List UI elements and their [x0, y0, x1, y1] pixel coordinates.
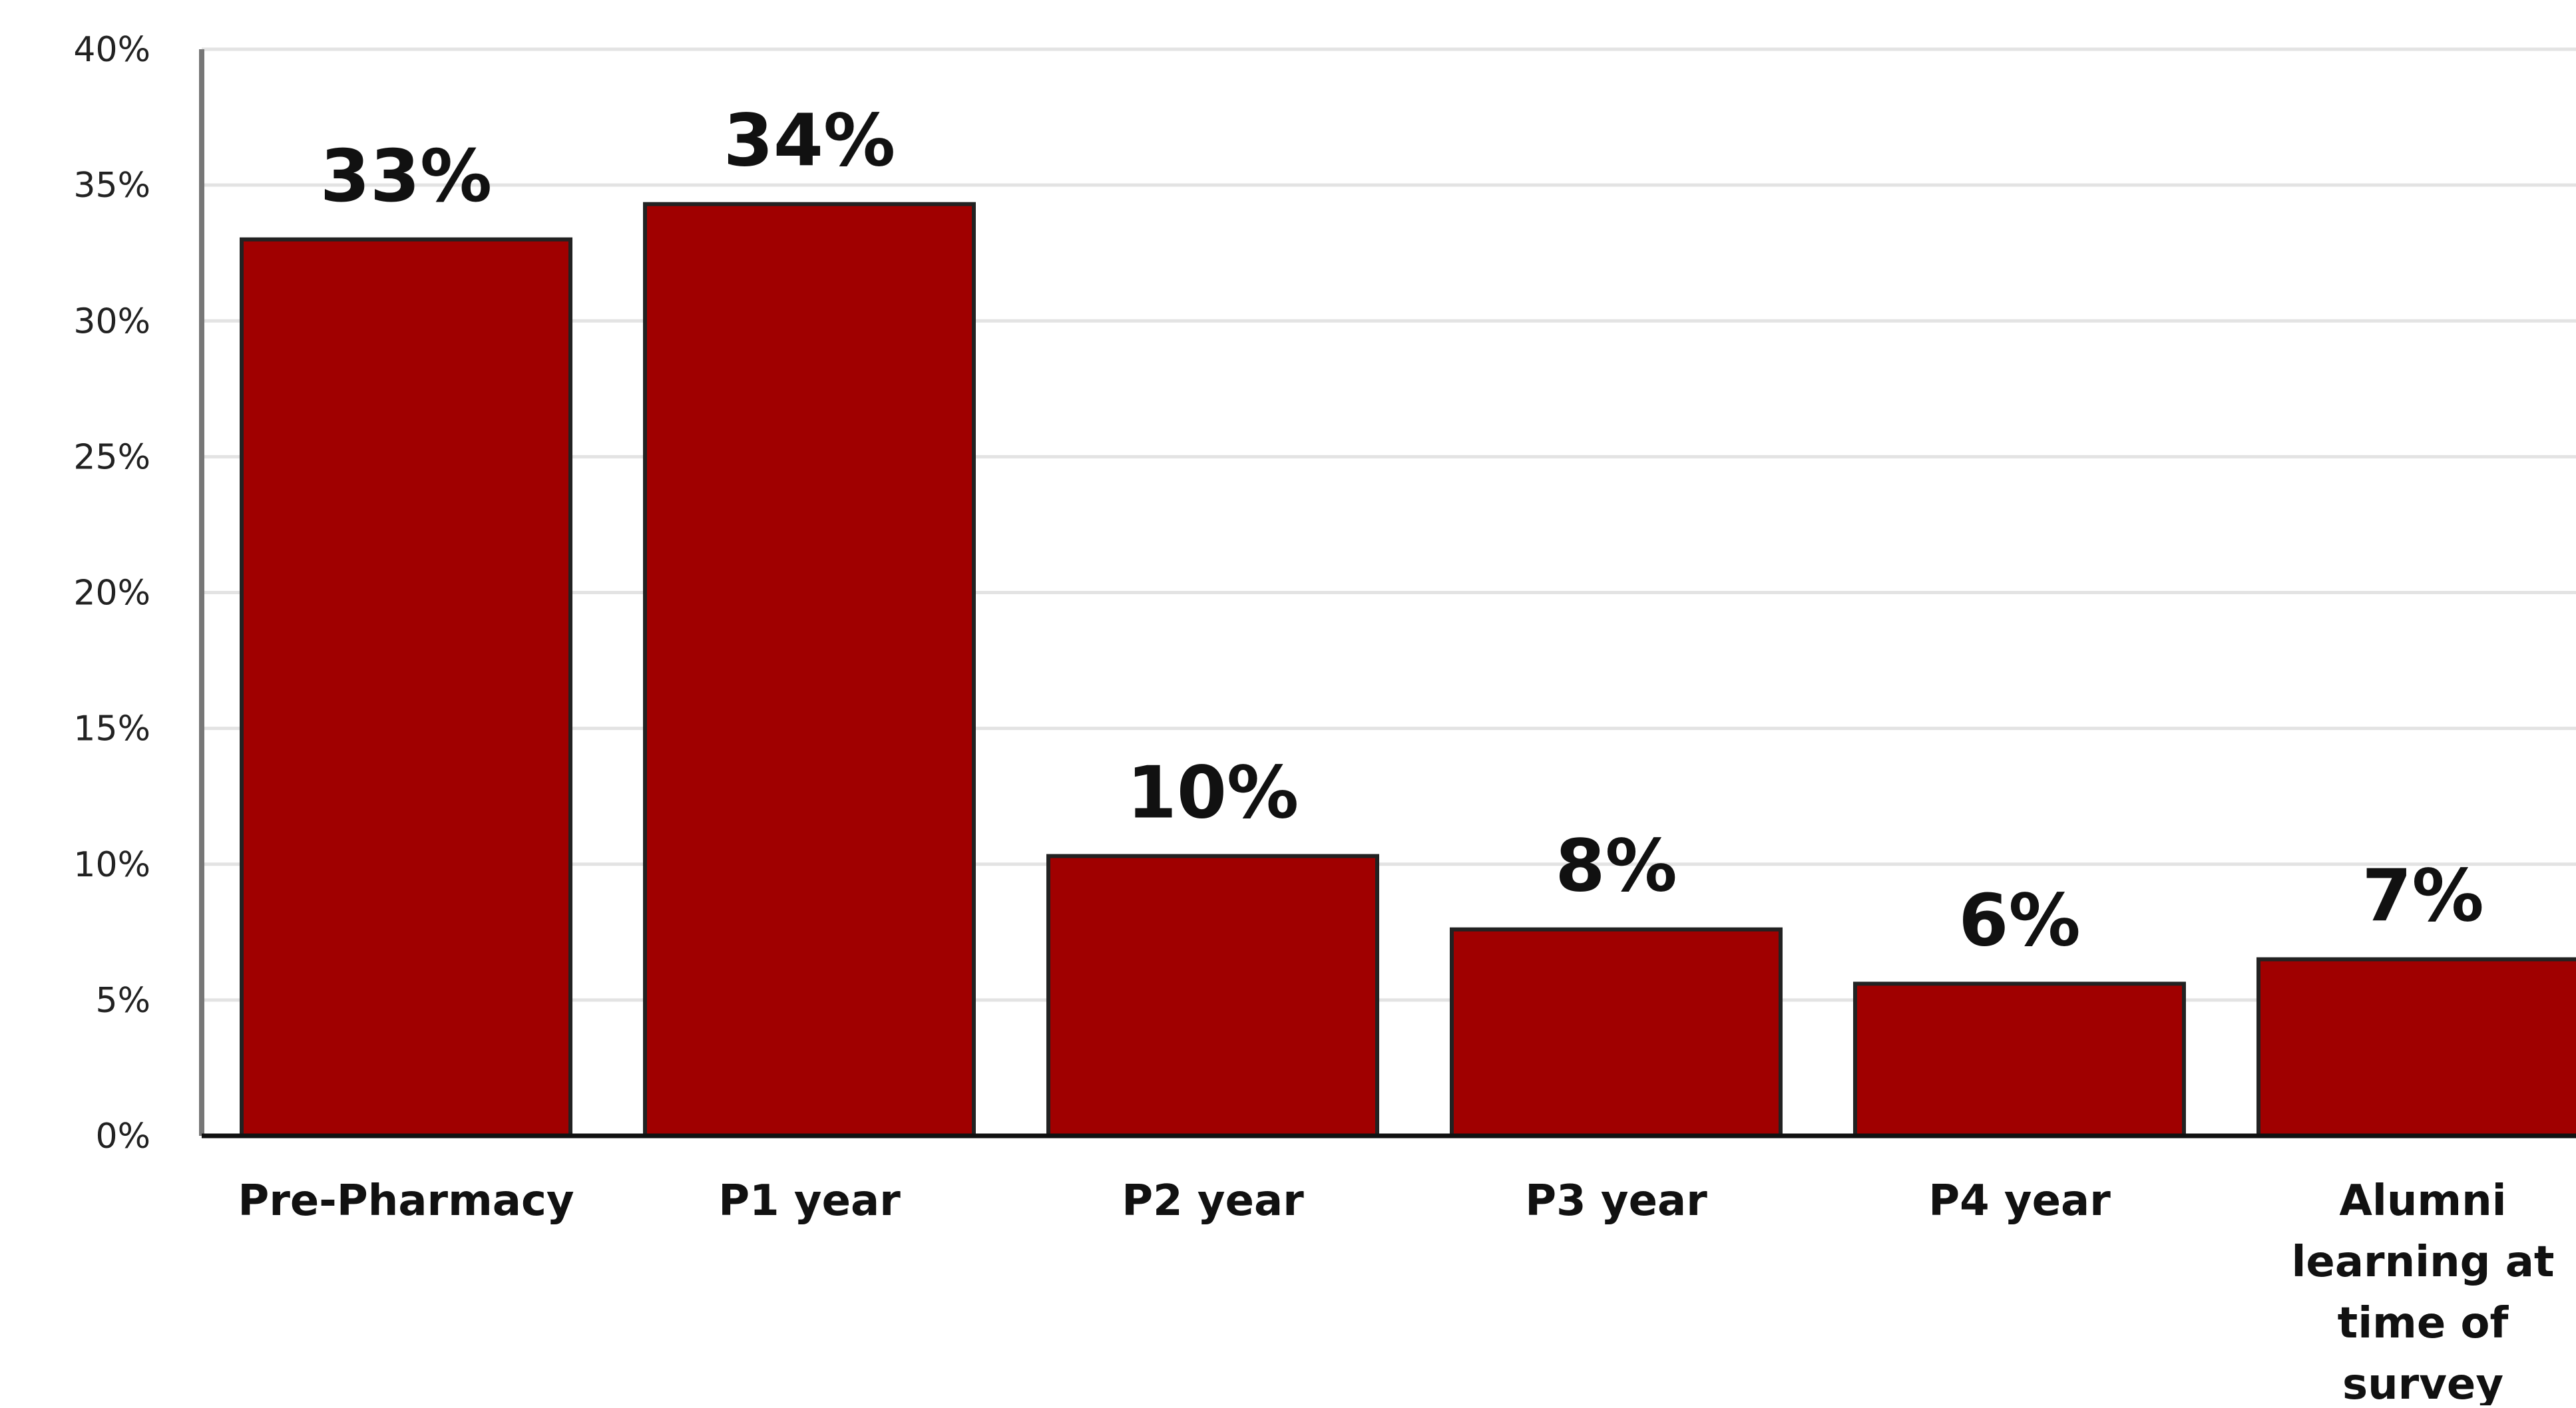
axes — [199, 49, 2576, 1139]
x-category-label-line: P2 year — [1122, 1176, 1304, 1226]
bar — [1450, 927, 1783, 1138]
y-tick-label: 15% — [73, 709, 150, 749]
bar — [240, 237, 572, 1138]
data-label: 34% — [724, 100, 896, 183]
y-tick-label: 35% — [73, 166, 150, 206]
x-category-label-line: learning at — [2291, 1238, 2554, 1287]
x-category-labels: Pre-Pharmacy P1 year P2 year P3 year P4 year… — [238, 1176, 2554, 1408]
y-tick-label: 30% — [73, 301, 150, 341]
x-category-label: Alumni learning at time of survey — [2291, 1176, 2554, 1405]
x-category-label: P4 year — [1928, 1176, 2111, 1226]
data-label: 7% — [2362, 855, 2483, 938]
x-category-label-line: P4 year — [1928, 1176, 2111, 1226]
y-tick-labels: 0% 5% 10% 15% 20% 25% 30% 35% 40% — [73, 30, 150, 1156]
data-label: 10% — [1127, 752, 1299, 835]
data-label: 33% — [320, 135, 493, 218]
x-category-label: Pre-Pharmacy — [238, 1176, 574, 1226]
y-tick-label: 0% — [96, 1117, 151, 1156]
y-tick-label: 25% — [73, 437, 150, 477]
x-category-label: P2 year — [1122, 1176, 1304, 1226]
bar — [643, 202, 976, 1138]
data-label: 8% — [1555, 825, 1677, 908]
bars — [240, 202, 2576, 1138]
x-category-label-line: P3 year — [1525, 1176, 1707, 1226]
x-category-label-line: Alumni — [2339, 1176, 2506, 1226]
y-tick-label: 40% — [73, 30, 150, 70]
bar — [1853, 981, 2186, 1138]
x-category-label: P1 year — [718, 1176, 901, 1226]
bar — [2256, 957, 2576, 1138]
grid-lines — [202, 47, 2576, 1002]
data-labels: 33% 34% 10% 8% 6% 7% — [320, 100, 2484, 963]
x-category-label-line: Pre-Pharmacy — [238, 1176, 574, 1226]
y-tick-label: 20% — [73, 574, 150, 614]
y-tick-label: 5% — [96, 981, 151, 1021]
x-category-label-line: P1 year — [718, 1176, 901, 1226]
y-tick-label: 10% — [73, 845, 150, 885]
data-label: 6% — [1958, 879, 2080, 962]
x-category-label-line: survey — [2342, 1360, 2503, 1405]
x-category-label: P3 year — [1525, 1176, 1707, 1226]
x-category-label-line: time of — [2338, 1299, 2509, 1348]
bar — [1046, 854, 1379, 1138]
